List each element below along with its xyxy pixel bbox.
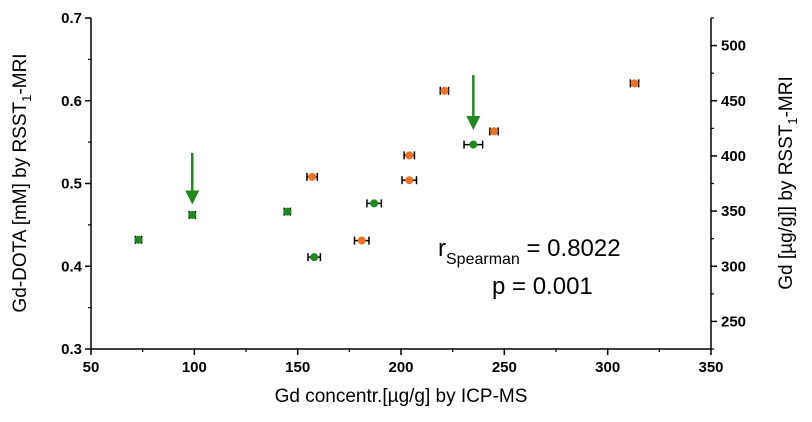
data-point-orange xyxy=(405,176,414,185)
data-point-orange xyxy=(308,172,317,181)
y-left-tick-label: 0.4 xyxy=(61,258,83,275)
y-axis-left-title: Gd-DOTA [mM] by RSST1-MRI xyxy=(10,53,34,312)
x-tick-label: 200 xyxy=(388,359,413,376)
axes xyxy=(90,18,712,350)
data-point-green xyxy=(134,235,143,244)
data-point-green xyxy=(469,140,478,149)
arrows xyxy=(185,75,481,205)
x-tick-label: 250 xyxy=(492,359,517,376)
x-axis-title: Gd concentr.[µg/g] by ICP-MS xyxy=(275,386,528,407)
data-point-green xyxy=(310,253,319,262)
data-point-orange xyxy=(490,127,498,136)
y-left-tick-label: 0.5 xyxy=(61,176,82,193)
data-point-orange xyxy=(630,79,639,88)
error-bars xyxy=(134,79,640,262)
data-point-green xyxy=(283,207,292,216)
y-right-tick-label: 400 xyxy=(721,148,746,165)
x-tick-label: 150 xyxy=(285,359,310,376)
data-point-orange xyxy=(357,236,366,245)
data-points xyxy=(134,79,639,262)
y-left-tick-label: 0.3 xyxy=(61,341,82,358)
data-point-orange xyxy=(440,86,449,95)
arrow-head xyxy=(466,116,481,131)
x-tick-label: 300 xyxy=(595,359,620,376)
y-right-tick-label: 450 xyxy=(721,93,746,110)
y-right-tick-label: 250 xyxy=(721,313,746,330)
y-left-tick-label: 0.6 xyxy=(61,93,82,110)
p-value-annotation: p = 0.001 xyxy=(492,273,593,300)
y-right-tick-label: 300 xyxy=(721,258,746,275)
y-right-tick-label: 350 xyxy=(721,203,746,220)
r-spearman-annotation: rSpearman = 0.8022 xyxy=(438,235,621,268)
data-point-green xyxy=(370,199,379,208)
arrow-head xyxy=(185,190,200,205)
x-tick-label: 350 xyxy=(698,359,723,376)
x-tick-label: 50 xyxy=(83,359,100,376)
y-left-tick-label: 0.7 xyxy=(61,10,82,27)
y-axis-right-title: Gd [µg/g]] by RSST1-MRI xyxy=(776,76,800,290)
data-point-green xyxy=(188,210,197,219)
y-right-tick-label: 500 xyxy=(721,38,746,55)
x-tick-label: 100 xyxy=(182,359,207,376)
data-point-orange xyxy=(405,151,414,160)
ticks: 50 100 150 200 250 300 350 0.3 0.4 0.5 0.6 0.7 250 30… xyxy=(61,10,746,376)
